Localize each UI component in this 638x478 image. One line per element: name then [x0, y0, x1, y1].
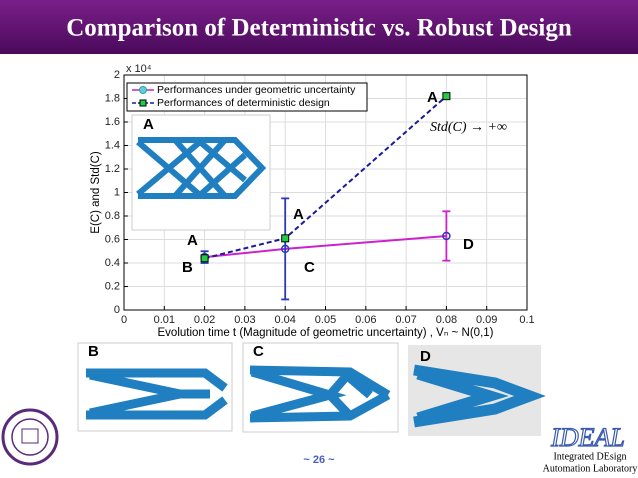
x-tick-label: 0.09 — [476, 314, 497, 326]
marker — [442, 231, 451, 241]
inset-label: D — [420, 348, 431, 365]
y-tick-label: 0.4 — [105, 257, 120, 269]
truss — [136, 137, 267, 199]
slide-title: Comparison of Deterministic vs. Robust D… — [66, 15, 572, 42]
title-banner — [0, 0, 638, 54]
annotation: A — [427, 89, 438, 106]
x-tick-label: 0.08 — [436, 314, 457, 326]
x-axis-label: Evolution time t (Magnitude of geometric… — [158, 327, 494, 339]
truss — [249, 365, 391, 423]
x-tick-label: 0.05 — [315, 314, 336, 326]
page-number: ~ 26 ~ — [303, 454, 335, 466]
inset-d: D — [408, 345, 546, 436]
inset-label: C — [253, 343, 264, 360]
y-axis-label: E(C) and Std(C) — [90, 151, 102, 234]
lab-name: Automation Laboratory — [543, 463, 638, 474]
inset-c: C — [242, 342, 399, 433]
x-tick-label: 0.1 — [519, 314, 534, 326]
marker — [281, 234, 290, 243]
university-seal — [1, 408, 59, 466]
inset-label: B — [88, 343, 99, 360]
x-tick-label: 0.07 — [395, 314, 416, 326]
plot-frame — [123, 74, 528, 311]
y-tick-label: 0.8 — [105, 210, 120, 222]
y-tick-label: 1 — [114, 186, 120, 198]
y-tick-label: 2 — [114, 69, 120, 81]
seal-book — [21, 428, 39, 444]
inset-b: B — [77, 342, 233, 432]
y-tick-label: 0.6 — [105, 233, 120, 245]
inset-a: A — [131, 114, 271, 231]
legend-marker — [139, 86, 147, 94]
truss — [86, 368, 228, 420]
legend-box — [126, 82, 368, 112]
annotation: C — [304, 259, 315, 276]
y-tick-label: 0 — [114, 304, 120, 316]
x-tick-label: 0.02 — [194, 314, 215, 326]
legend: Performances under geometric uncertainty… — [126, 82, 368, 112]
x-tick-label: 0.03 — [234, 314, 255, 326]
seal-ring — [1, 408, 59, 466]
y-tick-label: 0.2 — [105, 280, 120, 292]
annotation: D — [463, 236, 474, 253]
legend-marker — [139, 99, 147, 107]
legend-label: Performances under geometric uncertainty — [157, 84, 356, 96]
annotation: A — [187, 232, 198, 249]
y-tick-label: 1.8 — [105, 92, 120, 104]
legend-label: Performances of deterministic design — [157, 97, 330, 109]
marker — [442, 92, 451, 101]
x-tick-label: 0.06 — [355, 314, 376, 326]
marker — [280, 244, 290, 254]
inset-frame — [131, 114, 271, 231]
truss — [413, 364, 546, 428]
y-tick-label: 1.6 — [105, 116, 120, 128]
lab-name: Integrated DEsign — [553, 451, 626, 462]
y-tick-label: 1.4 — [105, 139, 120, 151]
marker — [200, 254, 209, 263]
annotation: Std(C) → +∞ — [430, 120, 507, 135]
annotation: B — [182, 259, 193, 276]
seal-inner — [11, 418, 49, 456]
x-tick-label: 0.04 — [274, 314, 295, 326]
x-tick-label: 0.01 — [154, 314, 175, 326]
x-tick-label: 0 — [121, 314, 127, 326]
inset-label: A — [143, 116, 154, 133]
multiplier: x 10⁴ — [126, 63, 152, 75]
y-tick-label: 1.2 — [105, 163, 120, 175]
annotation: A — [293, 206, 304, 223]
lab-logo: IDEAL — [550, 423, 625, 452]
